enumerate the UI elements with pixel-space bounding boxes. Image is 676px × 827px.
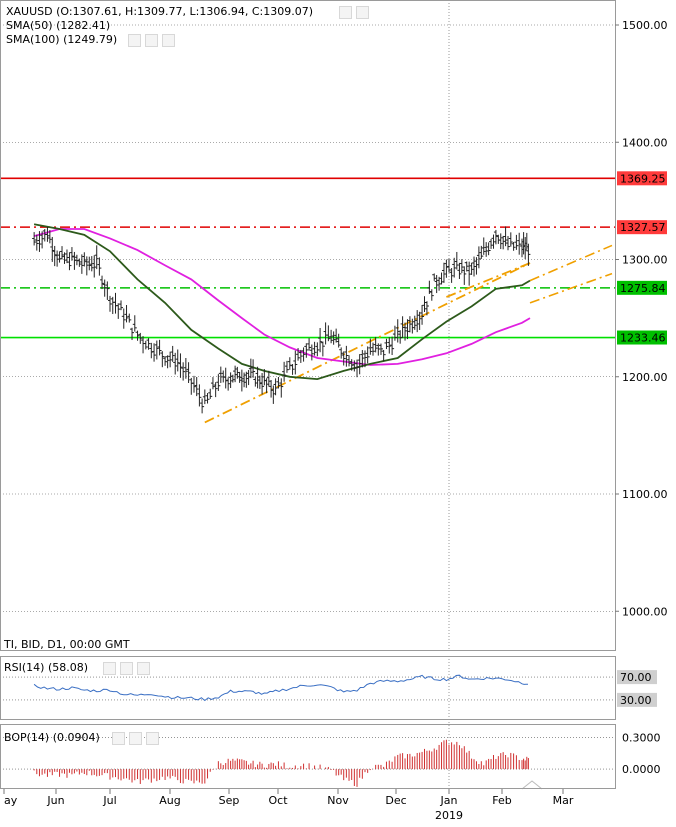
- level-label: 1233.46: [620, 332, 666, 345]
- trendline: [446, 262, 531, 298]
- level-label: 1327.57: [620, 221, 666, 234]
- bop-panel: [0, 737, 615, 790]
- rsi-panel-frame: [0, 656, 616, 720]
- x-axis-label: Jul: [102, 794, 116, 807]
- sma-settings-icon[interactable]: [128, 34, 141, 47]
- x-axis-label: Jan: [440, 794, 458, 807]
- price-tick-label: 1300.00: [622, 254, 668, 267]
- bop-settings-icon[interactable]: [112, 732, 125, 745]
- bop-panel-frame: [0, 724, 616, 789]
- rsi-close-icon[interactable]: [137, 662, 150, 675]
- price-tick-label: 1500.00: [622, 19, 668, 32]
- rsi-level-label: 70.00: [620, 671, 652, 684]
- level-label: 1275.84: [620, 282, 666, 295]
- level-label-box: [617, 220, 667, 235]
- trendline: [204, 262, 531, 424]
- rsi-level-box: [617, 670, 657, 685]
- bop-tick-label: 0.0000: [622, 763, 661, 776]
- sma50-line: [33, 223, 531, 381]
- bop-move-icon[interactable]: [129, 732, 142, 745]
- sma100-label: SMA(100) (1249.79): [6, 33, 118, 46]
- price-tick-label: 1400.00: [622, 136, 668, 149]
- x-axis-label: Sep: [219, 794, 240, 807]
- scroll-marker-icon: [521, 780, 543, 790]
- trendline-projection: [529, 272, 613, 304]
- level-label: 1369.25: [620, 172, 666, 185]
- price-tick-label: 1200.00: [622, 371, 668, 384]
- moving-averages: [33, 223, 531, 381]
- level-label-box: [617, 171, 667, 186]
- price-bars: [32, 226, 531, 414]
- x-axis-label: Jun: [46, 794, 64, 807]
- x-axis-label: ay: [4, 794, 18, 807]
- rsi-level-box: [617, 692, 657, 707]
- bop-label: BOP(14) (0.0904): [4, 731, 100, 744]
- x-axis-label: Mar: [553, 794, 574, 807]
- rsi-line: [33, 674, 529, 702]
- x-axis-label: Feb: [492, 794, 511, 807]
- rsi-level-label: 30.00: [620, 694, 652, 707]
- panel-frames: [0, 0, 616, 789]
- sma-move-icon[interactable]: [145, 34, 158, 47]
- level-label-box: [617, 280, 667, 295]
- x-axis-label: Aug: [159, 794, 180, 807]
- rsi-settings-icon[interactable]: [103, 662, 116, 675]
- axis-labels: 1500.00 1400.00 1300.00 1200.00 1100.00 1000.…: [615, 19, 668, 776]
- x-axis-label: Oct: [268, 794, 288, 807]
- bop-close-icon[interactable]: [146, 732, 159, 745]
- price-tick-label: 1100.00: [622, 488, 668, 501]
- trendlines: [204, 244, 613, 424]
- sma100-line: [33, 228, 531, 366]
- x-axis-label: Nov: [327, 794, 349, 807]
- indicator-settings-icon[interactable]: [339, 6, 352, 19]
- x-axis-label: Dec: [385, 794, 406, 807]
- level-label-box: [617, 330, 667, 345]
- sma50-label: SMA(50) (1282.41): [6, 19, 111, 32]
- rsi-move-icon[interactable]: [120, 662, 133, 675]
- grid-layer: [0, 0, 615, 789]
- chart-title: XAUUSD (O:1307.61, H:1309.77, L:1306.94,…: [6, 5, 313, 18]
- x-axis-year-label: 2019: [435, 809, 463, 822]
- chart-info-footer: TI, BID, D1, 00:00 GMT: [4, 638, 130, 651]
- indicator-close-icon[interactable]: [356, 6, 369, 19]
- price-tick-label: 1000.00: [622, 605, 668, 618]
- price-panel-frame: [0, 0, 616, 651]
- rsi-label: RSI(14) (58.08): [4, 661, 89, 674]
- trendline-projection: [529, 244, 613, 282]
- bop-tick-label: 0.3000: [622, 731, 661, 744]
- rsi-panel: [0, 674, 615, 702]
- x-axis: ay Jun Jul Aug Sep Oct Nov Dec Jan Feb Mar 2019: [3, 789, 574, 822]
- sma-close-icon[interactable]: [162, 34, 175, 47]
